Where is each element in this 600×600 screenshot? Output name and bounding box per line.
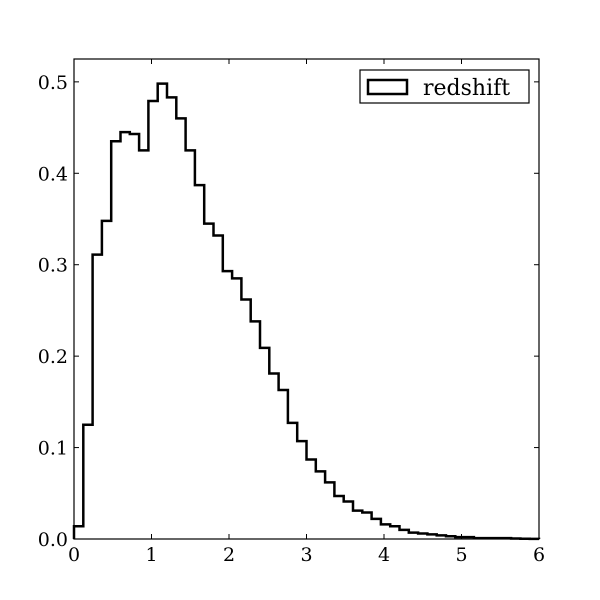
- y-tick-label: 0.1: [38, 438, 68, 460]
- y-tick-labels: 0.0 0.1 0.2 0.3 0.4 0.5: [38, 72, 68, 551]
- y-tick-label: 0.2: [38, 346, 68, 368]
- x-tick-label: 5: [455, 544, 467, 566]
- series-layer: [72, 82, 541, 541]
- x-tick-label: 6: [533, 544, 545, 566]
- y-tick-label: 0.3: [38, 255, 68, 277]
- y-tick-label: 0.4: [38, 163, 68, 185]
- plot-area: [72, 58, 541, 541]
- legend-label-redshift: redshift: [423, 76, 510, 101]
- x-tick-label: 0: [68, 544, 80, 566]
- legend-swatch-redshift: [366, 78, 409, 96]
- axes-frame: [73, 58, 540, 540]
- y-tick-label: 0.5: [38, 72, 68, 94]
- legend: redshift: [359, 69, 530, 104]
- y-tick-label: 0.0: [38, 529, 68, 551]
- series-redshift-step: [72, 82, 541, 541]
- x-tick-label: 3: [300, 544, 312, 566]
- x-tick-label: 4: [378, 544, 390, 566]
- x-tick-labels: 0 1 2 3 4 5 6: [68, 544, 545, 566]
- x-tick-label: 2: [223, 544, 235, 566]
- legend-box: [359, 69, 530, 104]
- x-tick-label: 1: [145, 544, 157, 566]
